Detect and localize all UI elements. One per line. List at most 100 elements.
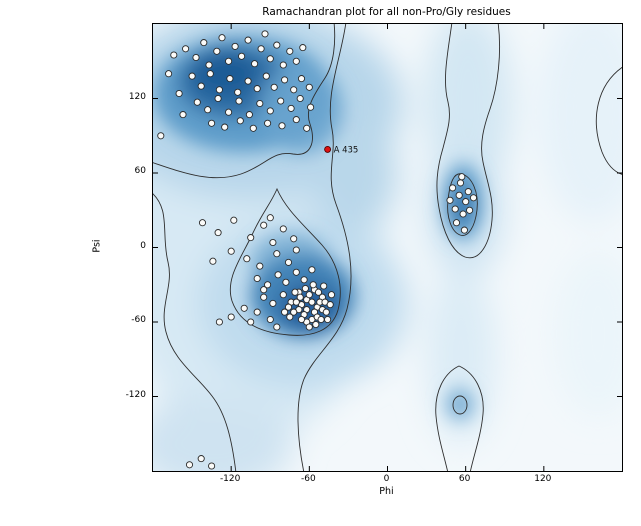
residue-point — [231, 42, 239, 50]
residue-point — [458, 173, 466, 181]
residue-point — [303, 124, 311, 132]
residue-point — [260, 293, 268, 301]
chart-title: Ramachandran plot for all non-Pro/Gly re… — [262, 6, 511, 18]
residue-point — [279, 61, 287, 69]
residue-point — [305, 83, 313, 91]
residue-point — [269, 299, 277, 307]
residue-point — [274, 271, 282, 279]
residue-point — [326, 301, 334, 309]
residue-point — [459, 210, 467, 218]
residue-point — [170, 51, 178, 59]
contour-lines — [153, 24, 622, 471]
residue-point — [284, 303, 293, 311]
residue-point — [198, 219, 207, 227]
residue-point — [226, 75, 234, 83]
axis-ticks — [153, 24, 622, 471]
residue-point — [253, 274, 261, 283]
residue-point — [266, 55, 274, 63]
residue-point — [240, 304, 248, 312]
residue-point — [208, 119, 216, 127]
residue-point — [320, 282, 328, 290]
residue-point — [253, 308, 261, 316]
residue-point — [157, 132, 165, 140]
residue-point — [197, 455, 205, 463]
residue-point — [449, 184, 457, 192]
residue-point — [264, 281, 272, 289]
residue-point — [305, 323, 313, 331]
residue-point — [204, 106, 212, 114]
residue-point — [297, 75, 306, 83]
residue-point — [290, 86, 298, 94]
residue-point — [182, 45, 190, 53]
residue-point — [279, 225, 287, 233]
residue-point — [292, 268, 300, 276]
residue-point — [247, 234, 255, 242]
residue-point — [284, 258, 293, 266]
residue-point — [279, 291, 287, 299]
residue-point — [188, 72, 196, 80]
outlier-point — [324, 145, 332, 153]
residue-point — [165, 70, 173, 78]
residue-point — [193, 98, 201, 106]
y-tick-label: -120 — [125, 389, 146, 400]
x-tick-label: -60 — [300, 474, 316, 484]
residue-point — [236, 117, 244, 125]
residue-point — [273, 41, 281, 49]
residue-point — [324, 315, 332, 324]
residue-point — [281, 308, 289, 316]
residue-point — [290, 308, 298, 316]
residue-point — [286, 313, 294, 321]
residue-point — [256, 99, 264, 108]
residue-point — [296, 94, 304, 103]
residue-point — [185, 461, 194, 469]
residue-point — [244, 36, 252, 44]
residue-point — [230, 216, 238, 224]
residue-point — [266, 107, 274, 115]
residue-point — [257, 45, 265, 53]
residue-point — [175, 89, 183, 98]
residue-point — [227, 313, 235, 321]
residue-point — [200, 39, 208, 47]
residue-point — [206, 70, 214, 78]
plot-canvas: A 435 — [153, 24, 622, 471]
residue-point — [247, 318, 255, 326]
residue-point — [460, 226, 468, 234]
residue-point — [327, 291, 336, 299]
residue-point — [205, 61, 213, 69]
residue-point — [253, 85, 261, 93]
residue-point — [292, 57, 300, 65]
residue-point — [469, 194, 478, 202]
residue-point — [261, 30, 269, 38]
residue-point — [270, 83, 278, 91]
residue-point — [225, 57, 233, 65]
residue-point — [273, 250, 281, 258]
plot-area: A 435 — [152, 23, 623, 472]
residue-point — [235, 97, 243, 105]
x-tick-label: 0 — [383, 474, 390, 484]
residue-point — [262, 72, 270, 80]
residue-point — [179, 111, 187, 119]
residue-point — [296, 293, 304, 301]
y-tick-label: 120 — [128, 91, 146, 102]
residue-point — [299, 44, 307, 52]
residue-point — [192, 53, 200, 62]
x-tick-label: 120 — [534, 474, 552, 484]
y-tick-label: 0 — [140, 240, 146, 251]
residue-point — [214, 94, 222, 103]
residue-point — [301, 284, 309, 293]
residue-point — [214, 229, 222, 237]
residue-point — [244, 77, 252, 85]
residue-point — [290, 235, 298, 243]
residue-point — [209, 257, 217, 265]
residue-point — [245, 111, 253, 119]
residue-point — [208, 462, 216, 470]
residue-point — [221, 123, 229, 131]
residue-point — [292, 116, 300, 124]
residue-point — [464, 188, 472, 196]
residue-point — [455, 191, 463, 199]
residue-point — [314, 288, 323, 296]
residue-point — [238, 52, 246, 60]
residue-point — [300, 276, 308, 284]
x-axis-label: Phi — [379, 486, 394, 497]
